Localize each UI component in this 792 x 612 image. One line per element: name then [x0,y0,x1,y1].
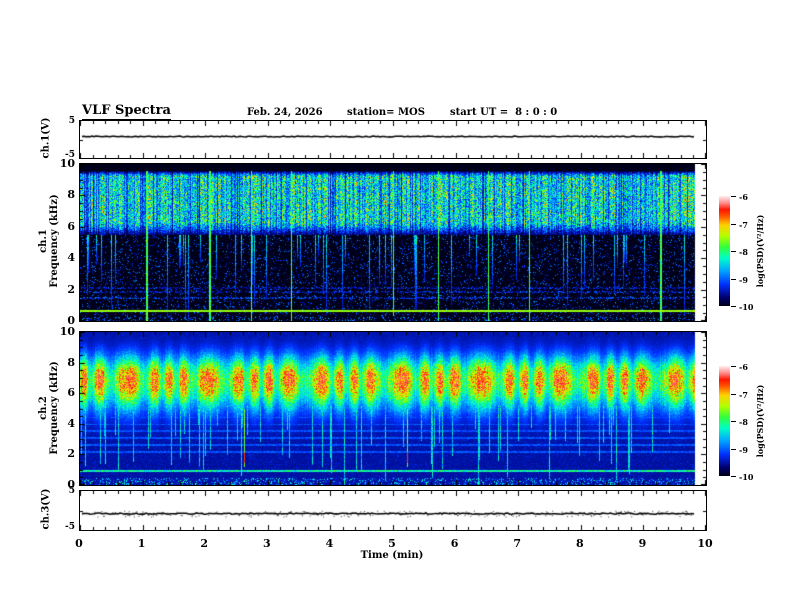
colorbar-tick [731,306,736,307]
colorbar-tick [731,476,736,477]
ch1-colorbar-gradient [719,196,730,306]
ch2-colorbar-gradient [719,366,730,476]
ch1-spectrogram-ylabel: ch.1 Frequency (kHz) [38,194,60,287]
time-tick-label: 8 [575,537,584,550]
time-tick-label: 4 [325,537,334,550]
colorbar-tick-label: -6 [739,192,748,202]
time-tick-label: 10 [697,537,713,550]
ch2-colorbar-label: log(PSD)(V²/Hz) [755,384,765,458]
time-axis-label: Time (min) [360,550,424,561]
time-tick-label: 2 [200,537,209,550]
ch1-colorbar-label: log(PSD)(V²/Hz) [755,214,765,288]
ch2-spectrogram-ylabel-channel: ch.2 [38,396,49,420]
colorbar-tick [731,196,736,197]
ch2-spectrogram-panel [79,331,707,486]
colorbar-tick-label: -7 [739,389,748,400]
frequency-tick-label: 0 [67,314,75,327]
ch3-voltage-ylabel: ch.3(V) [40,488,52,530]
ch2-spectrogram-ylabel-units: Frequency (kHz) [49,361,60,455]
time-tick-label: 7 [513,537,522,550]
ch1-spectrogram-ylabel-channel: ch.1 [38,229,49,253]
page-title: VLF Spectra [82,103,171,120]
colorbar-tick-label: -8 [739,247,748,257]
colorbar-tick-label: -9 [739,274,748,285]
time-tick-label: 6 [450,537,459,550]
colorbar-tick [731,223,736,225]
header-date: Feb. 24, 2026 [247,107,323,118]
ch1-spectrogram-ylabel-units: Frequency (kHz) [49,194,60,288]
ch3-voltage-panel [79,490,707,531]
ch1-voltage-trace-canvas [80,121,706,158]
frequency-tick-label: 4 [67,251,75,265]
ch2-colorbar [719,366,730,476]
voltage-tick-label: 5 [68,116,75,126]
voltage-tick-label: -5 [65,150,75,160]
ch1-voltage-ylabel: ch.1(V) [40,117,52,159]
ch1-spectrogram-panel [79,163,707,322]
frequency-tick-label: 8 [67,188,75,202]
colorbar-tick [731,421,736,422]
ch1-spectrogram-canvas [80,164,706,321]
header-start-ut: start UT = 8 : 0 : 0 [450,107,558,118]
colorbar-tick-label: -6 [739,362,748,372]
colorbar-tick [731,393,736,395]
frequency-tick-label: 0 [67,478,75,491]
ch1-colorbar [719,196,730,306]
frequency-tick-label: 6 [67,386,75,400]
ch2-spectrogram-ylabel: ch.2 Frequency (kHz) [38,361,60,454]
colorbar-tick [731,448,736,450]
frequency-tick-label: 8 [67,355,75,369]
frequency-tick-label: 10 [59,157,75,170]
frequency-tick-label: 2 [67,447,75,461]
colorbar-tick-label: -10 [739,302,754,312]
ch3-voltage-trace-canvas [80,491,706,530]
colorbar-tick-label: -10 [739,472,754,482]
header-station: station= MOS [347,107,425,118]
time-tick-label: 0 [75,537,83,550]
colorbar-tick-label: -9 [739,444,748,455]
time-tick-label: 1 [137,537,146,550]
frequency-tick-label: 4 [67,416,75,430]
colorbar-tick [731,278,736,280]
colorbar-tick-label: -7 [739,219,748,230]
time-tick-label: 9 [638,537,647,550]
time-tick-label: 3 [262,537,271,550]
time-tick-label: 5 [388,537,396,550]
ch2-spectrogram-canvas [80,332,706,485]
frequency-tick-label: 6 [67,219,75,233]
frequency-tick-label: 10 [59,325,75,338]
frequency-tick-label: 2 [67,282,75,296]
colorbar-tick-label: -8 [739,417,748,427]
colorbar-tick [731,366,736,367]
ch1-voltage-panel [79,120,707,159]
colorbar-tick [731,251,736,252]
voltage-tick-label: 5 [68,486,75,496]
voltage-tick-label: -5 [65,522,75,532]
